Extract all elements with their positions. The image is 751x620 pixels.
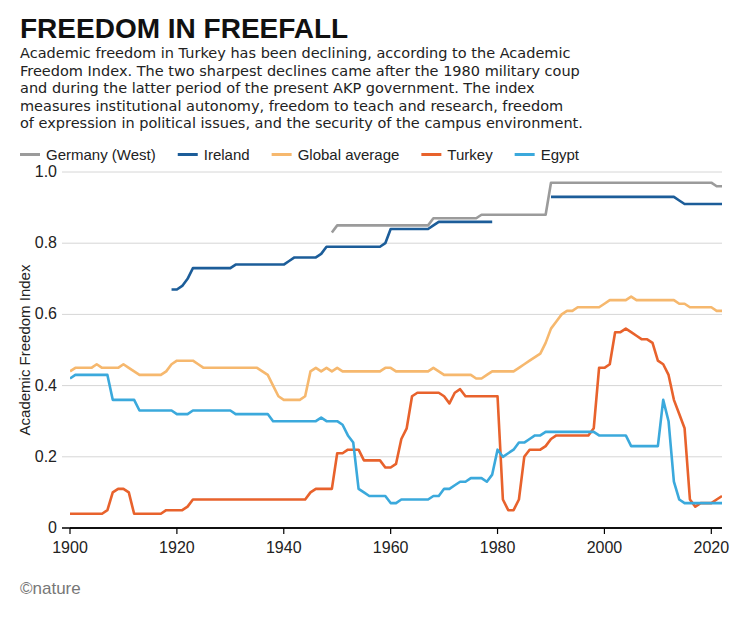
y-tick-label: 0.2 [35, 448, 57, 465]
x-tick [176, 528, 177, 534]
legend-swatch [20, 153, 40, 156]
legend: Germany (West) Ireland Global average Turke… [20, 146, 580, 163]
y-axis-label: Academic Freedom Index [16, 264, 33, 435]
x-tick-label: 1960 [373, 539, 409, 556]
legend-swatch [515, 153, 535, 156]
y-tick-label: 0.6 [35, 305, 57, 322]
x-tick [497, 528, 498, 534]
legend-swatch [421, 153, 441, 156]
background [0, 0, 751, 620]
subtitle-line: Freedom Index. The two sharpest declines… [20, 63, 580, 79]
x-tick [283, 528, 284, 534]
plot-area [70, 183, 722, 514]
subtitle-line: and during the latter period of the pres… [20, 80, 535, 96]
x-tick [69, 528, 70, 534]
grid-line [62, 243, 722, 244]
x-tick-label: 1920 [159, 539, 195, 556]
legend-label: Turkey [447, 146, 493, 163]
y-tick-label: 0 [48, 519, 57, 536]
series-line [172, 197, 722, 290]
x-tick [390, 528, 391, 534]
y-tick-label: 0.4 [35, 377, 57, 394]
legend-label: Ireland [204, 146, 250, 163]
x-tick-label: 1980 [480, 539, 516, 556]
x-tick-label: 1940 [266, 539, 302, 556]
x-axis-line [70, 527, 722, 529]
x-tick-label: 2020 [694, 539, 730, 556]
legend-swatch [178, 153, 198, 156]
y-tick-label: 1.0 [35, 163, 57, 180]
y-tick-label: 0.8 [35, 234, 57, 251]
grid-line [62, 314, 722, 315]
subtitle-line: measures institutional autonomy, freedom… [20, 98, 563, 114]
subtitle-line: of expression in political issues, and t… [20, 115, 583, 131]
grid-line [62, 527, 722, 529]
series-line [332, 183, 722, 233]
legend-label: Germany (West) [46, 146, 156, 163]
chart: FREEDOM IN FREEFALLAcademic freedom in T… [0, 0, 751, 620]
legend-swatch [272, 153, 292, 156]
x-tick [604, 528, 605, 534]
x-tick [711, 528, 712, 534]
x-tick-label: 2000 [587, 539, 623, 556]
grid-line [62, 172, 722, 173]
series-line [70, 375, 722, 503]
legend-label: Global average [298, 146, 400, 163]
subtitle-line: Academic freedom in Turkey has been decl… [20, 45, 570, 61]
grid-line [62, 456, 722, 457]
y-grid [62, 172, 722, 528]
x-tick-label: 1900 [52, 539, 88, 556]
grid-line [62, 385, 722, 386]
credit: ©nature [20, 579, 81, 598]
title: FREEDOM IN FREEFALL [20, 13, 348, 44]
legend-label: Egypt [541, 146, 580, 163]
series-line [70, 297, 722, 400]
series-line [70, 329, 722, 514]
